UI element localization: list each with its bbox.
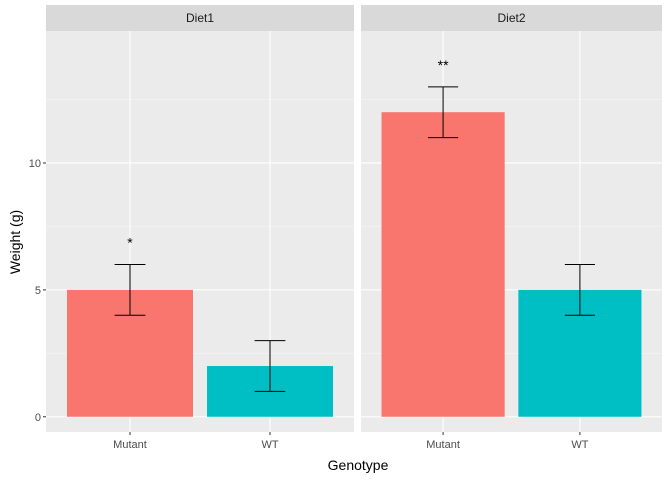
- error-bar: [428, 86, 459, 139]
- panel-diet2: Diet2 ** Mutant WT: [361, 5, 662, 451]
- y-axis: 0 5 10: [29, 158, 46, 424]
- facet-strip-label: Diet1: [186, 11, 214, 25]
- y-tick-label: 10: [29, 158, 41, 170]
- bar-diet2-mutant: [381, 112, 505, 417]
- y-tick-label: 5: [35, 285, 41, 297]
- facet-strip-label: Diet2: [497, 11, 525, 25]
- y-tick-label: 0: [35, 412, 41, 424]
- x-tick-label: Mutant: [113, 439, 147, 451]
- significance-label: *: [127, 234, 133, 250]
- panels-layer: Diet1 * Mutant WT Diet2 ** Mutant WT: [46, 5, 662, 451]
- y-axis-title: Weight (g): [7, 210, 23, 274]
- error-bar: [254, 340, 286, 392]
- facet-strip: [361, 5, 662, 31]
- x-axis-title: Genotype: [328, 457, 389, 473]
- error-bar: [114, 263, 146, 316]
- x-tick-label: WT: [571, 439, 588, 451]
- panel-diet1: Diet1 * Mutant WT: [46, 5, 354, 451]
- facet-strip: [46, 5, 354, 31]
- x-tick-label: Mutant: [426, 439, 460, 451]
- error-bar: [564, 263, 595, 316]
- x-tick-label: WT: [261, 439, 278, 451]
- significance-label: **: [438, 57, 449, 73]
